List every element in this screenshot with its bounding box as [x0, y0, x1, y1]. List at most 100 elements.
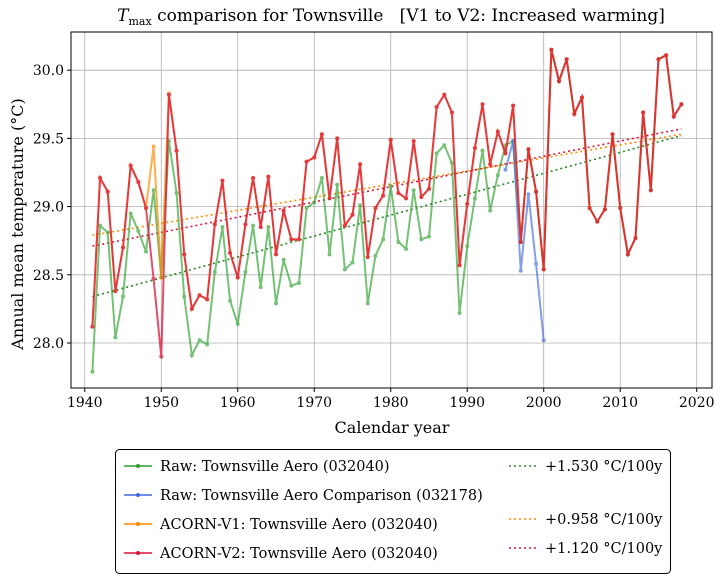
data-point [457, 263, 462, 268]
data-point [434, 151, 439, 156]
x-tick-label: 2000 [526, 395, 562, 411]
data-point [396, 190, 401, 195]
data-point [457, 310, 462, 315]
data-point [235, 321, 240, 326]
data-point [442, 92, 447, 97]
data-point [411, 188, 416, 193]
title-symbol: T [117, 6, 130, 26]
data-point [166, 92, 171, 97]
data-point [174, 148, 179, 153]
chart-title: Tmax comparison for Townsville [V1 to V2… [117, 6, 665, 28]
y-tick-label: 30.0 [33, 63, 64, 79]
data-point [572, 111, 577, 116]
data-point [235, 275, 240, 280]
data-point [243, 222, 248, 227]
legend-marker [136, 551, 140, 555]
y-tick-label: 28.0 [33, 336, 64, 352]
data-point [159, 275, 164, 280]
legend-marker [136, 493, 140, 497]
data-point [350, 260, 355, 265]
data-point [159, 354, 164, 359]
data-point [526, 192, 531, 197]
data-point [365, 255, 370, 260]
data-point [557, 79, 562, 84]
data-point [296, 237, 301, 242]
data-point [541, 338, 546, 343]
legend: Raw: Townsville Aero (032040) Raw: Townsv… [115, 449, 671, 574]
data-point [128, 163, 133, 168]
x-tick-label: 1950 [143, 395, 179, 411]
data-point [205, 342, 210, 347]
data-point [136, 229, 141, 234]
data-point [258, 225, 263, 230]
data-point [98, 175, 103, 180]
data-point [495, 173, 500, 178]
data-point [98, 223, 103, 228]
data-point [534, 261, 539, 266]
data-point [656, 57, 661, 62]
x-axis-label: Calendar year [335, 418, 450, 437]
legend-label: +0.958 °C/100y [545, 512, 663, 528]
series-lines [90, 47, 684, 374]
data-point [266, 225, 271, 230]
data-point [335, 136, 340, 141]
data-point [319, 132, 324, 137]
data-point [220, 225, 225, 230]
plot-frame [70, 31, 713, 389]
data-point [342, 223, 347, 228]
data-point [281, 257, 286, 262]
data-point [641, 110, 646, 115]
legend-entry: Raw: Townsville Aero Comparison (032178) [124, 488, 483, 504]
data-point [633, 235, 638, 240]
data-point [358, 162, 363, 167]
data-point [182, 294, 187, 299]
legend-entry-trend: +1.530 °C/100y [509, 459, 663, 475]
data-point [480, 148, 485, 153]
legend-entry-trend: +0.958 °C/100y [509, 512, 663, 528]
data-point [679, 102, 684, 107]
data-point [488, 208, 493, 213]
data-point [350, 212, 355, 217]
data-point [281, 208, 286, 213]
legend-label: ACORN-V2: Townsville Aero (032040) [159, 546, 438, 562]
legend-frame [115, 449, 671, 574]
data-point [404, 246, 409, 251]
data-point [143, 249, 148, 254]
data-point [296, 280, 301, 285]
data-point [396, 240, 401, 245]
data-point [143, 205, 148, 210]
data-point [579, 95, 584, 100]
legend-label: +1.530 °C/100y [545, 459, 663, 475]
data-point [327, 196, 332, 201]
data-point [480, 102, 485, 107]
y-tick-label: 28.5 [33, 268, 64, 284]
data-point [526, 147, 531, 152]
data-point [121, 245, 126, 250]
data-point [335, 182, 340, 187]
data-point [258, 285, 263, 290]
data-point [304, 159, 309, 164]
data-point [411, 139, 416, 144]
series-line [504, 140, 545, 341]
legend-entry: Raw: Townsville Aero (032040) [124, 459, 390, 475]
legend-label: ACORN-V1: Townsville Aero (032040) [159, 517, 438, 533]
data-point [449, 110, 454, 115]
data-point [228, 298, 233, 303]
data-point [251, 175, 256, 180]
legend-label: Raw: Townsville Aero Comparison (032178) [160, 488, 483, 504]
data-point [434, 105, 439, 110]
data-point [197, 338, 202, 343]
data-point [289, 283, 294, 288]
data-point [273, 301, 278, 306]
data-point [373, 205, 378, 210]
data-point [105, 230, 110, 235]
series-1 [503, 139, 546, 343]
data-point [151, 188, 156, 193]
data-point [220, 178, 225, 183]
data-point [136, 180, 141, 185]
data-point [671, 114, 676, 119]
x-tick-label: 1980 [373, 395, 409, 411]
y-axis-label: Annual mean temperature (°C) [8, 98, 27, 350]
legend-entry: ACORN-V2: Townsville Aero (032040) [124, 546, 438, 562]
data-point [388, 184, 393, 189]
